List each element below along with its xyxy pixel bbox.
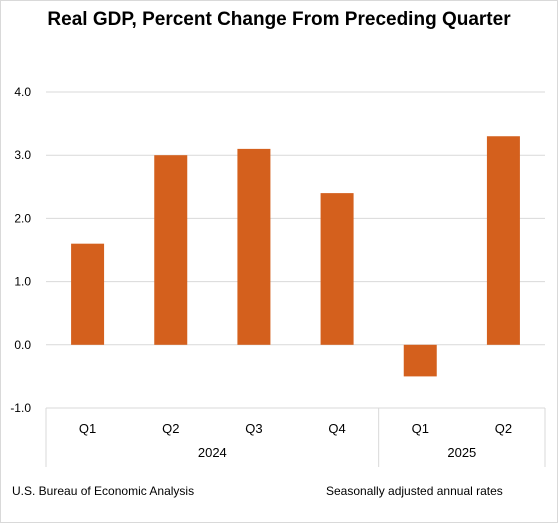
bar (486, 136, 520, 345)
group-label: 2025 (447, 445, 476, 460)
source-note: U.S. Bureau of Economic Analysis (12, 484, 195, 498)
x-tick-label: Q1 (79, 421, 96, 436)
chart-title: Real GDP, Percent Change From Preceding … (47, 9, 511, 30)
x-tick-label: Q3 (245, 421, 262, 436)
x-tick-label: Q1 (412, 421, 429, 436)
rates-note: Seasonally adjusted annual rates (326, 484, 503, 498)
x-tick-label: Q2 (162, 421, 179, 436)
x-tick-label: Q2 (495, 421, 512, 436)
bar (71, 243, 105, 345)
y-tick-label: 4.0 (14, 85, 31, 99)
y-tick-label: 3.0 (14, 148, 31, 162)
bar (320, 193, 354, 345)
y-tick-label: 2.0 (14, 211, 31, 225)
bar-chart: 4.0 3.0 2.0 1.0 0.0 -1.0 Q1 Q2 Q3 Q4 Q1 Q2 2024 2025 (10, 85, 546, 467)
y-tick-label: 1.0 (14, 275, 31, 289)
y-tick-label: 0.0 (14, 338, 31, 352)
bar (403, 344, 437, 377)
bar (237, 148, 271, 345)
x-tick-label: Q4 (328, 421, 345, 436)
group-label: 2024 (198, 445, 227, 460)
bar (154, 155, 188, 345)
y-tick-label: -1.0 (10, 401, 31, 415)
